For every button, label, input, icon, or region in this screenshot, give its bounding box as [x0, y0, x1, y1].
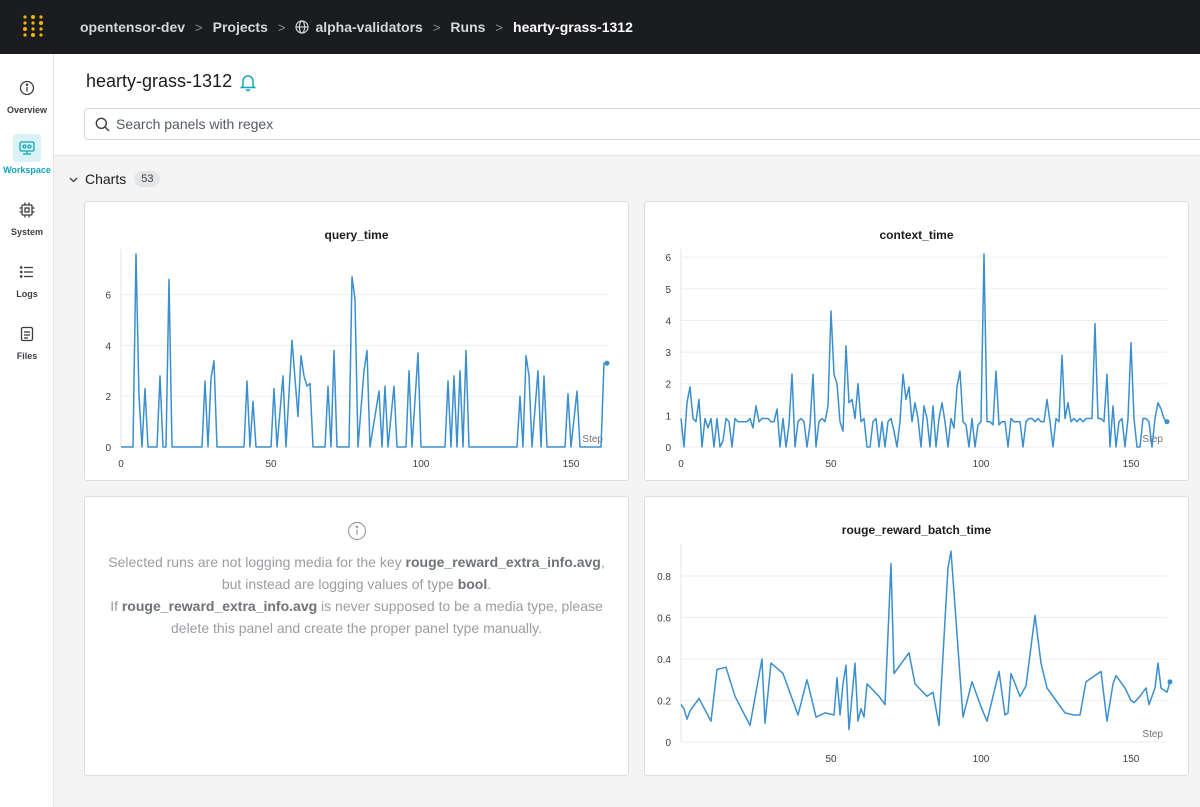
workspace-icon	[13, 134, 41, 162]
sidebar-item-overview[interactable]: Overview	[0, 68, 54, 122]
y-tick-label: 2	[665, 380, 671, 391]
x-tick-label: 0	[678, 459, 684, 470]
y-tick-label: 0	[665, 443, 671, 454]
bell-icon[interactable]	[238, 72, 258, 92]
series-line	[121, 253, 607, 448]
media-warning-text: Selected runs are not logging media for …	[108, 554, 605, 636]
section-label: Charts	[85, 171, 127, 187]
x-tick-label: 100	[413, 459, 430, 470]
breadcrumb-separator: >	[195, 19, 203, 35]
breadcrumb-project[interactable]: alpha-validators	[295, 19, 423, 35]
series-last-point	[1164, 419, 1170, 425]
query-time-chart: 0 2 4 6 0 50 100 150 Step	[105, 249, 610, 470]
y-tick-label: 3	[665, 348, 671, 359]
rouge-reward-batch-time-chart: 0 0.2 0.4 0.6 0.8 50 100 150 Step	[657, 544, 1173, 765]
chart-title: query_time	[324, 228, 389, 242]
media-warning-panel[interactable]: Selected runs are not logging media for …	[84, 496, 629, 776]
chart-title: rouge_reward_batch_time	[841, 523, 992, 537]
y-tick-label: 0	[665, 738, 671, 749]
sidebar-label: Overview	[6, 105, 48, 115]
breadcrumb-project-label: alpha-validators	[315, 19, 423, 35]
x-axis-label: Step	[1142, 729, 1163, 740]
breadcrumb-projects[interactable]: Projects	[212, 19, 268, 35]
y-tick-label: 4	[105, 341, 111, 352]
wandb-logo-icon[interactable]	[21, 14, 45, 38]
run-header: hearty-grass-1312	[54, 54, 1200, 156]
y-tick-label: 0.8	[657, 572, 671, 583]
info-icon	[13, 74, 41, 102]
chip-icon	[13, 196, 41, 224]
sidebar-label: System	[10, 227, 44, 237]
sidebar-item-system[interactable]: System	[0, 190, 54, 244]
info-icon	[347, 521, 367, 541]
y-tick-label: 0.2	[657, 696, 671, 707]
y-tick-label: 6	[665, 253, 671, 264]
sidebar-item-files[interactable]: Files	[0, 314, 54, 368]
y-tick-label: 0	[105, 443, 111, 454]
media-warning: Selected runs are not logging media for …	[85, 521, 628, 639]
breadcrumb-runs[interactable]: Runs	[450, 19, 486, 35]
breadcrumb-separator: >	[432, 19, 441, 35]
x-tick-label: 50	[825, 754, 837, 765]
chart-title: context_time	[879, 228, 954, 242]
search-icon	[95, 117, 110, 132]
y-tick-label: 2	[105, 392, 111, 403]
panel-search[interactable]	[84, 108, 1200, 140]
breadcrumb-current-run[interactable]: hearty-grass-1312	[513, 19, 633, 35]
chart-panel-rouge-reward-batch-time[interactable]: rouge_reward_batch_time 0 0.2 0.4 0.6 0.8 50 1…	[644, 496, 1189, 776]
search-input[interactable]	[116, 116, 1116, 132]
left-sidebar: Overview Workspace System Logs Files	[0, 54, 54, 807]
panel-count-badge: 53	[134, 171, 161, 187]
y-tick-label: 5	[665, 285, 671, 296]
chevron-down-icon[interactable]	[68, 174, 79, 185]
x-tick-label: 0	[118, 459, 124, 470]
file-icon	[13, 320, 41, 348]
x-axis-label: Step	[582, 434, 603, 445]
top-bar: opentensor-dev > Projects > alpha-valida…	[0, 0, 1200, 54]
series-last-point	[1167, 679, 1173, 685]
x-tick-label: 150	[563, 459, 580, 470]
x-tick-label: 100	[973, 754, 990, 765]
breadcrumb: opentensor-dev > Projects > alpha-valida…	[80, 0, 633, 54]
sidebar-label: Files	[16, 351, 38, 361]
page-title: hearty-grass-1312	[86, 71, 258, 92]
series-last-point	[604, 360, 610, 366]
y-tick-label: 4	[665, 316, 671, 327]
x-tick-label: 50	[265, 459, 277, 470]
chart-panel-query-time[interactable]: query_time 0 2 4 6 0 50 100 150 Step	[84, 201, 629, 481]
series-line	[680, 253, 1168, 448]
x-tick-label: 100	[973, 459, 990, 470]
run-name: hearty-grass-1312	[86, 71, 233, 91]
y-tick-label: 0.4	[657, 655, 671, 666]
y-tick-label: 6	[105, 291, 111, 302]
charts-section-header[interactable]: Charts 53	[68, 171, 161, 187]
chart-panel-context-time[interactable]: context_time 0 1 2 3 4 5 6 0 50 100 150 Step	[644, 201, 1189, 481]
sidebar-label: Workspace	[3, 165, 51, 175]
sidebar-label: Logs	[16, 289, 38, 299]
x-tick-label: 50	[825, 459, 837, 470]
x-tick-label: 150	[1123, 754, 1140, 765]
breadcrumb-entity[interactable]: opentensor-dev	[80, 19, 186, 35]
series-line	[680, 550, 1171, 731]
y-tick-label: 0.6	[657, 613, 671, 624]
logs-icon	[13, 258, 41, 286]
x-tick-label: 150	[1123, 459, 1140, 470]
sidebar-item-workspace[interactable]: Workspace	[0, 128, 54, 182]
breadcrumb-separator: >	[495, 19, 504, 35]
breadcrumb-separator: >	[277, 19, 286, 35]
sidebar-item-logs[interactable]: Logs	[0, 252, 54, 306]
y-tick-label: 1	[665, 411, 671, 422]
main-content: hearty-grass-1312 Charts 53 query_time 0…	[54, 54, 1200, 807]
globe-icon	[295, 20, 310, 34]
